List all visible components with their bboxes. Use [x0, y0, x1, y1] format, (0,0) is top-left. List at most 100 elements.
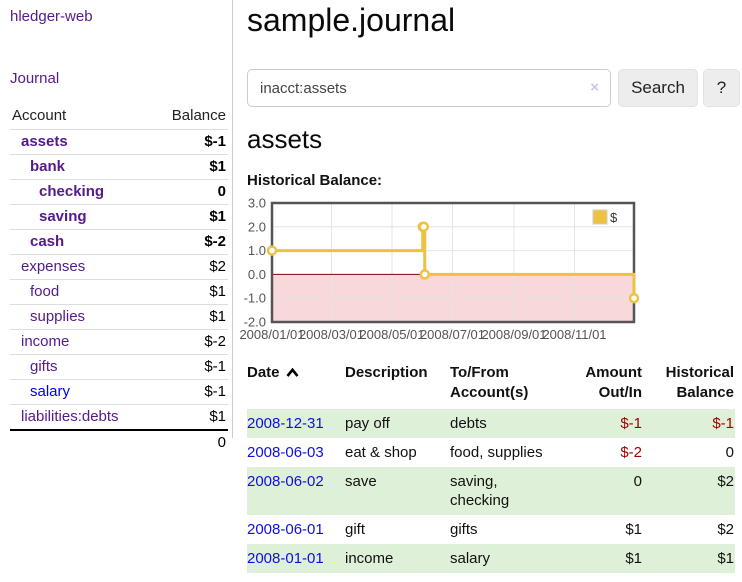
account-balance: $1	[209, 158, 226, 175]
account-link-liabilities-debts[interactable]: liabilities:debts	[21, 408, 119, 425]
search-help-button[interactable]: ?	[703, 69, 740, 107]
transaction-balance: $2	[717, 521, 734, 538]
transaction-accounts: gifts	[450, 521, 478, 538]
account-row-food: food $1	[10, 279, 228, 305]
account-row-liabilities-debts: liabilities:debts $1	[10, 404, 228, 431]
transaction-amount: $1	[625, 521, 642, 538]
register-row: 2008-06-01 gift gifts $1 $2	[247, 515, 735, 544]
svg-text:2008/03/01: 2008/03/01	[299, 327, 364, 342]
account-heading: assets	[247, 124, 323, 154]
transaction-date-link[interactable]: 2008-06-03	[247, 444, 324, 461]
sort-asc-icon	[286, 363, 299, 383]
transaction-date-link[interactable]: 2008-06-02	[247, 473, 324, 490]
register-header-historical: Historical Balance	[665, 364, 734, 401]
account-balance: $2	[209, 258, 226, 275]
account-row-expenses: expenses $2	[10, 254, 228, 280]
account-link-salary[interactable]: salary	[30, 383, 71, 400]
transaction-amount: 0	[633, 473, 642, 490]
accounts-total-value: 0	[217, 434, 226, 451]
search-input[interactable]	[247, 69, 611, 107]
accounts-total-row: 0	[10, 430, 228, 455]
account-balance: $1	[209, 283, 226, 300]
historical-balance-chart: 3.0 2.0 1.0 0.0 -1.0 -2.0 2008/01/01 2008/03/01…	[239, 196, 641, 353]
clear-search-icon[interactable]: ×	[590, 79, 599, 96]
svg-text:2008/09/01: 2008/09/01	[481, 327, 546, 342]
transaction-description: income	[345, 550, 394, 567]
app-title-link[interactable]: hledger-web	[10, 8, 93, 25]
account-row-income: income $-2	[10, 329, 228, 355]
chart-canvas: 3.0 2.0 1.0 0.0 -1.0 -2.02008/01/012008/03/01…	[239, 196, 640, 342]
svg-text:2008/07/01: 2008/07/01	[420, 327, 485, 342]
chart-title: Historical Balance:	[247, 172, 383, 189]
register-header-row: Date Description To/From Account(s) Amou…	[247, 360, 735, 409]
transaction-accounts: debts	[450, 415, 487, 432]
svg-text:2.0: 2.0	[248, 219, 266, 234]
account-link-bank[interactable]: bank	[30, 158, 66, 175]
account-row-checking: checking 0	[10, 179, 228, 205]
transaction-amount: $1	[625, 550, 642, 567]
register-row: 2008-01-01 income salary $1 $1	[247, 544, 735, 573]
register-header-amount: Amount Out/In	[585, 364, 642, 401]
svg-text:1.0: 1.0	[248, 243, 266, 258]
account-link-income[interactable]: income	[21, 333, 70, 350]
account-link-saving[interactable]: saving	[39, 208, 87, 225]
search-form: ×	[247, 69, 611, 107]
account-link-checking[interactable]: checking	[39, 183, 105, 200]
register-header-description: Description	[345, 364, 428, 381]
transaction-amount: $-1	[620, 415, 642, 432]
svg-text:2008/01/01: 2008/01/01	[239, 327, 304, 342]
search-button[interactable]: Search	[618, 69, 698, 107]
account-link-gifts[interactable]: gifts	[30, 358, 58, 375]
account-balance: $-2	[204, 233, 226, 250]
account-balance: $-1	[204, 383, 226, 400]
account-row-assets: assets $-1	[10, 129, 228, 155]
transaction-accounts: food, supplies	[450, 444, 543, 461]
register-table: Date Description To/From Account(s) Amou…	[247, 360, 735, 573]
transaction-date-link[interactable]: 2008-01-01	[247, 550, 324, 567]
sidebar-divider	[232, 0, 233, 438]
svg-text:-1.0: -1.0	[244, 291, 266, 306]
transaction-description: gift	[345, 521, 366, 538]
account-balance: $-1	[204, 358, 226, 375]
account-row-saving: saving $1	[10, 204, 228, 230]
transaction-balance: $2	[717, 473, 734, 490]
nav-journal-link[interactable]: Journal	[10, 70, 60, 87]
register-row: 2008-12-31 pay off debts $-1 $-1	[247, 409, 735, 438]
svg-text:3.0: 3.0	[248, 197, 266, 211]
register-row: 2008-06-02 save saving, checking 0 $2	[247, 467, 735, 515]
account-row-cash: cash $-2	[10, 229, 228, 255]
account-link-assets[interactable]: assets	[21, 133, 68, 150]
account-link-food[interactable]: food	[30, 283, 60, 300]
account-row-gifts: gifts $-1	[10, 354, 228, 380]
transaction-balance: 0	[725, 444, 734, 461]
transaction-accounts: saving, checking	[450, 473, 510, 509]
page-title: sample.journal	[247, 2, 456, 38]
accounts-header-balance: Balance	[171, 107, 226, 124]
account-link-expenses[interactable]: expenses	[21, 258, 86, 275]
accounts-header-account: Account	[12, 107, 67, 124]
account-row-bank: bank $1	[10, 154, 228, 180]
account-link-supplies[interactable]: supplies	[30, 308, 86, 325]
account-link-cash[interactable]: cash	[30, 233, 65, 250]
transaction-balance: $1	[717, 550, 734, 567]
transaction-date-link[interactable]: 2008-12-31	[247, 415, 324, 432]
transaction-description: pay off	[345, 415, 390, 432]
register-row: 2008-06-03 eat & shop food, supplies $-2…	[247, 438, 735, 467]
transaction-description: eat & shop	[345, 444, 417, 461]
transaction-balance: $-1	[712, 415, 734, 432]
transaction-accounts: salary	[450, 550, 491, 567]
account-balance: 0	[217, 183, 226, 200]
accounts-table: Account Balance assets $-1 bank $1 check…	[10, 101, 228, 455]
account-balance: $-1	[204, 133, 226, 150]
register-header-date[interactable]: Date	[247, 360, 345, 409]
account-balance: $1	[209, 208, 226, 225]
accounts-header-row: Account Balance	[10, 101, 228, 130]
transaction-description: save	[345, 473, 377, 490]
account-row-supplies: supplies $1	[10, 304, 228, 330]
account-balance: $1	[209, 308, 226, 325]
transaction-date-link[interactable]: 2008-06-01	[247, 521, 324, 538]
svg-text:$: $	[610, 210, 618, 225]
svg-text:2008/05/01: 2008/05/01	[359, 327, 424, 342]
account-balance: $-2	[204, 333, 226, 350]
account-balance: $1	[209, 408, 226, 425]
